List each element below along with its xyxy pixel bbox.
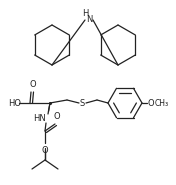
Text: N: N bbox=[86, 14, 92, 23]
Text: H: H bbox=[82, 9, 88, 18]
Text: O: O bbox=[147, 98, 154, 107]
Text: CH₃: CH₃ bbox=[155, 98, 169, 107]
Text: O: O bbox=[54, 112, 60, 121]
Text: O: O bbox=[42, 146, 48, 155]
Text: HO: HO bbox=[8, 98, 21, 107]
Text: O: O bbox=[29, 80, 36, 89]
Text: HN: HN bbox=[33, 114, 45, 122]
Text: S: S bbox=[79, 98, 85, 107]
